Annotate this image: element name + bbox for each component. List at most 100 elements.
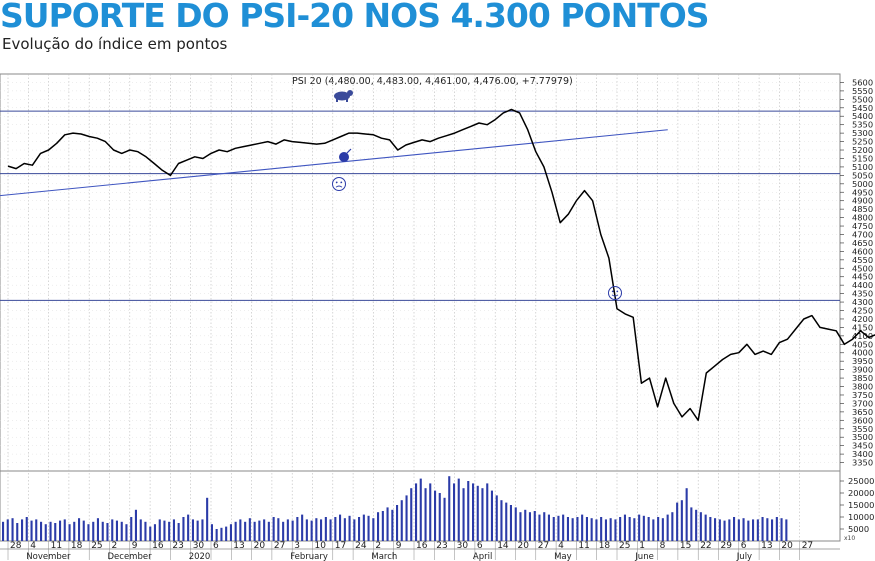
volume-bar [690,507,693,541]
volume-bar [296,517,299,541]
happy-face-icon [608,286,622,300]
volume-bar [82,520,85,541]
y-tick-label: 3500 [852,432,873,442]
volume-bar [282,521,285,541]
y-tick-label: 3450 [852,441,873,451]
x-day-label: 16 [152,541,164,551]
volume-bar [590,518,593,541]
y-tick-label: 4450 [852,272,873,282]
y-tick-label: 4000 [852,348,873,358]
volume-bar [472,483,475,541]
x-day-label: 17 [335,541,346,551]
volume-bar [581,514,584,541]
volume-bar [543,512,546,541]
x-day-label: 27 [274,541,285,551]
volume-bar [505,502,508,541]
volume-bar [182,517,185,541]
volume-bar [566,517,569,541]
y-tick-label: 5100 [852,162,873,172]
x-day-label: 20 [781,541,793,551]
x-day-label: 16 [416,541,428,551]
volume-axis-ticks: 5000 10000 15000 20000 25000 x10 [840,476,874,542]
volume-bar [372,518,375,541]
y-tick-label: 4200 [852,314,873,324]
x-day-label: 23 [172,541,183,551]
volume-tick-label: 20000 [848,488,874,498]
volume-bar [775,517,778,541]
volume-bar [277,518,280,541]
y-tick-label: 3350 [852,458,873,468]
volume-bar [272,517,275,541]
y-tick-label: 4700 [852,229,873,239]
volume-bar [609,518,612,541]
volume-bar [40,521,43,541]
volume-tick-label: 15000 [848,500,874,510]
x-day-label: 2 [375,541,381,551]
volume-bar [343,518,346,541]
volume-bar [538,514,541,541]
volume-bar [244,521,247,541]
volume-bar [353,519,356,541]
volume-bar [481,488,484,541]
volume-bar [111,519,114,541]
y-tick-label: 3750 [852,390,873,400]
volume-bars [2,476,788,541]
y-tick-label: 3850 [852,373,873,383]
x-day-label: 10 [315,541,327,551]
volume-bar [63,519,66,541]
volume-bar [30,520,33,541]
x-day-label: 11 [578,541,589,551]
volume-bar [68,524,71,541]
volume-bar [158,519,161,541]
page-title: SUPORTE DO PSI-20 NOS 4.300 PONTOS [0,0,710,35]
volume-bar [519,512,522,541]
volume-bar [614,519,617,541]
volume-bar [120,521,123,541]
y-tick-label: 3550 [852,424,873,434]
x-day-label: 28 [10,541,22,551]
volume-bar [234,521,237,541]
y-tick-label: 5600 [852,77,873,87]
volume-bar [737,519,740,541]
x-month-label: November [26,552,71,561]
volume-bar [248,518,251,541]
volume-bar [547,514,550,541]
y-tick-label: 3900 [852,365,873,375]
volume-bar [59,520,62,541]
y-tick-label: 5350 [852,120,873,130]
volume-bar [742,518,745,541]
x-day-label: 11 [51,541,62,551]
volume-bar [258,520,261,541]
x-day-label: 1 [639,541,645,551]
y-tick-label: 4800 [852,213,873,223]
x-day-label: 22 [700,541,711,551]
volume-bar [163,520,166,541]
volume-bar [73,521,76,541]
volume-bar [187,514,190,541]
volume-bar [671,512,674,541]
volume-bar [747,520,750,541]
y-tick-label: 5450 [852,103,873,113]
x-day-label: 13 [233,541,244,551]
psi20-chart: PSI 20 (4,480.00, 4,483.00, 4,461.00, 4,… [0,73,875,561]
volume-bar [600,517,603,541]
price-plot-frame [0,73,841,472]
volume-tick-label: 25000 [848,476,874,486]
y-tick-label: 3400 [852,449,873,459]
y-tick-label: 3700 [852,398,873,408]
y-tick-label: 4250 [852,306,873,316]
y-tick-label: 5550 [852,86,873,96]
x-day-label: 6 [741,541,747,551]
volume-bar [177,523,180,541]
y-tick-label: 5250 [852,137,873,147]
volume-bar [467,481,470,541]
volume-bar [144,521,147,541]
y-tick-label: 3950 [852,356,873,366]
trend-line [0,129,668,197]
volume-bar [453,483,456,541]
x-month-label: February [290,552,328,561]
reference-lines [0,110,840,301]
volume-bar [771,519,774,541]
volume-bar [362,514,365,541]
volume-unit-note: x10 [844,535,855,542]
